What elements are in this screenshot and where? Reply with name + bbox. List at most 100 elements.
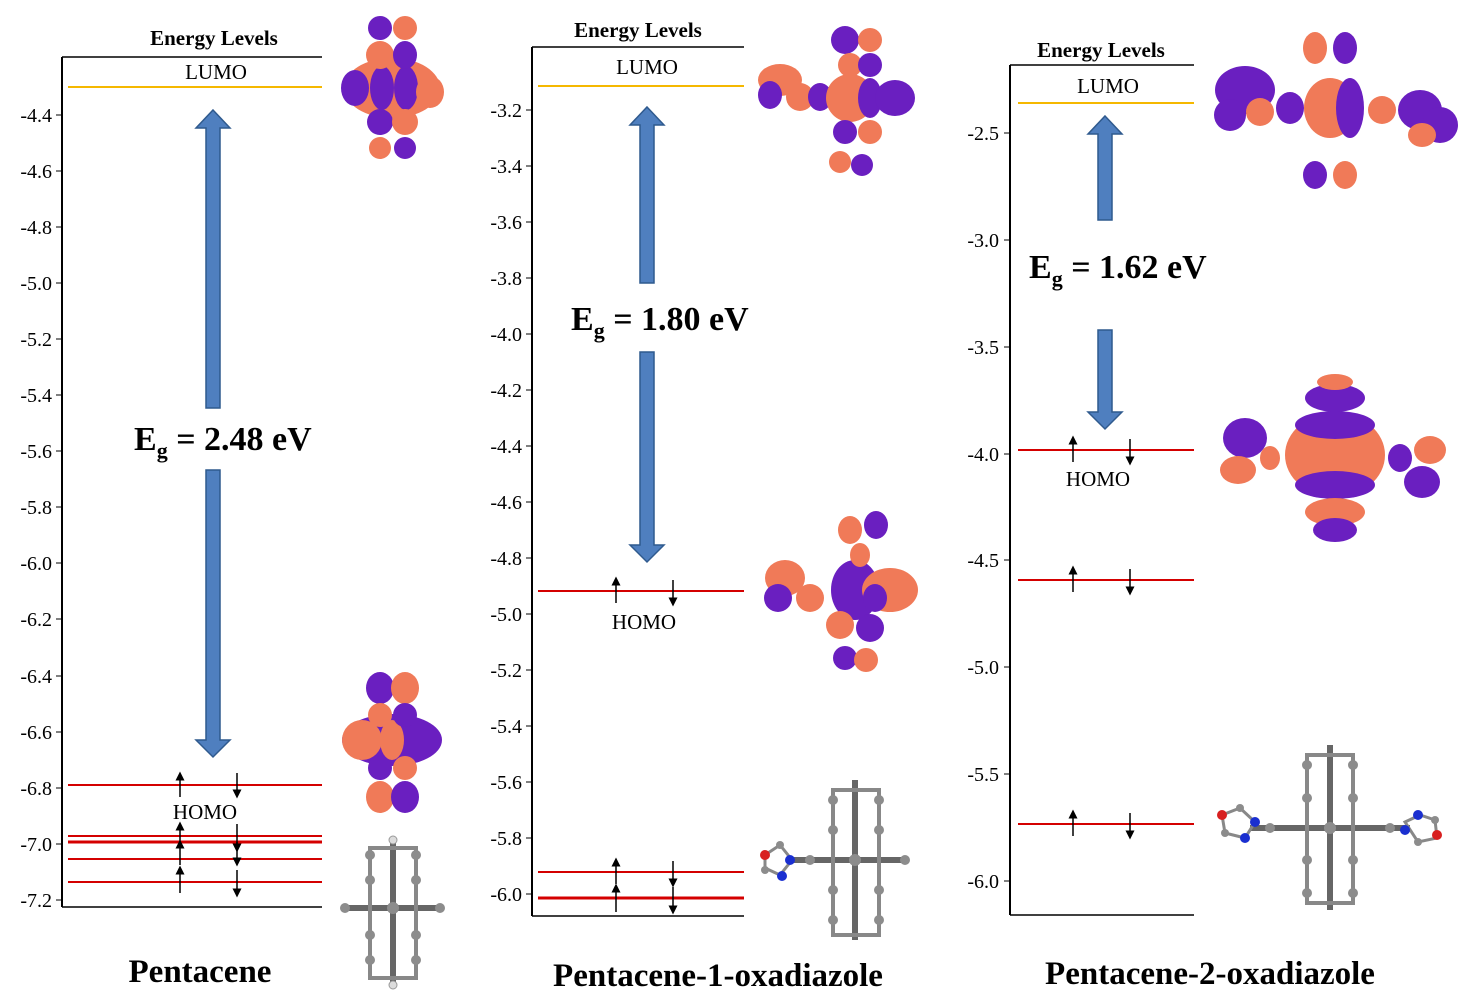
tick-label: -4.0 bbox=[967, 444, 999, 466]
tick-label: -7.0 bbox=[20, 834, 52, 856]
panel-pentacene: Energy Levels -4.4 -4.6 -4.8 -5.0 -5.2 -… bbox=[20, 16, 445, 990]
tick-label: -7.2 bbox=[20, 890, 52, 912]
tick-label: -5.5 bbox=[967, 764, 999, 786]
tick: -6.6 bbox=[20, 722, 62, 744]
occupied-levels bbox=[68, 784, 322, 883]
molecule-name: Pentacene-2-oxadiazole bbox=[1045, 956, 1375, 992]
band-gap-arrow bbox=[628, 105, 666, 564]
homo-orbital-image bbox=[342, 672, 442, 813]
lumo-label: LUMO bbox=[616, 55, 678, 79]
lumo-orbital-image bbox=[758, 26, 915, 176]
lumo-label: LUMO bbox=[185, 60, 247, 84]
lumo-label: LUMO bbox=[1077, 74, 1139, 98]
tick: -6.0 bbox=[490, 884, 532, 906]
tick: -3.8 bbox=[490, 268, 532, 290]
tick-label: -5.0 bbox=[967, 657, 999, 679]
tick-label: -4.4 bbox=[20, 105, 52, 127]
tick: -4.6 bbox=[20, 161, 62, 183]
tick: -2.5 bbox=[967, 123, 1010, 145]
band-gap-label: Eg = 1.80 eV bbox=[571, 301, 749, 343]
tick-label: -4.8 bbox=[20, 217, 52, 239]
tick-label: -5.8 bbox=[20, 497, 52, 519]
tick-label: -3.5 bbox=[967, 337, 999, 359]
tick: -5.0 bbox=[20, 273, 62, 295]
homo-orbital-image bbox=[764, 511, 918, 672]
tick-label: -5.2 bbox=[490, 660, 522, 682]
molecule-name: Pentacene-1-oxadiazole bbox=[553, 958, 883, 994]
tick: -4.5 bbox=[967, 550, 1010, 572]
tick-label: -4.2 bbox=[490, 380, 522, 402]
homo-label: HOMO bbox=[173, 800, 237, 824]
tick-label: -5.4 bbox=[490, 716, 522, 738]
tick: -5.6 bbox=[490, 772, 532, 794]
lumo-orbital-image bbox=[341, 16, 444, 159]
tick: -3.0 bbox=[967, 230, 1010, 252]
tick: -4.0 bbox=[490, 324, 532, 346]
tick: -5.6 bbox=[20, 441, 62, 463]
tick: -6.0 bbox=[967, 871, 1010, 893]
tick: -5.0 bbox=[490, 604, 532, 626]
electron-spins bbox=[611, 576, 678, 915]
tick-label: -6.6 bbox=[20, 722, 52, 744]
tick: -3.2 bbox=[490, 100, 532, 122]
band-gap-arrow bbox=[194, 108, 232, 759]
tick: -5.8 bbox=[20, 497, 62, 519]
tick-label: -6.2 bbox=[20, 609, 52, 631]
panel-pentacene-1-oxadiazole: Energy Levels -3.2 -3.4 -3.6 -3.8 -4.0 -… bbox=[490, 18, 918, 994]
axis-ticks: -2.5 -3.0 -3.5 -4.0 -4.5 -5.0 -5.5 -6.0 bbox=[967, 123, 1010, 893]
electron-spins bbox=[175, 771, 242, 898]
tick-label: -3.8 bbox=[490, 268, 522, 290]
pentacene-1-oxadiazole-molecule-image bbox=[760, 780, 910, 940]
tick: -4.4 bbox=[20, 105, 62, 127]
tick: -7.0 bbox=[20, 834, 62, 856]
panel-pentacene-2-oxadiazole: Energy Levels -2.5 -3.0 -3.5 -4.0 -4.5 -… bbox=[967, 32, 1458, 992]
tick-label: -6.0 bbox=[967, 871, 999, 893]
homo-orbital-image bbox=[1220, 374, 1446, 542]
tick-label: -3.6 bbox=[490, 212, 522, 234]
tick: -7.2 bbox=[20, 890, 62, 912]
tick: -3.6 bbox=[490, 212, 532, 234]
band-gap-label: Eg = 1.62 eV bbox=[1029, 249, 1207, 291]
occupied-levels bbox=[538, 590, 744, 900]
tick: -6.0 bbox=[20, 553, 62, 575]
tick: -4.4 bbox=[490, 436, 532, 458]
molecule-name: Pentacene bbox=[129, 954, 272, 990]
tick: -5.5 bbox=[967, 764, 1010, 786]
tick-label: -6.0 bbox=[490, 884, 522, 906]
panel-title: Energy Levels bbox=[1037, 38, 1165, 62]
tick-label: -3.0 bbox=[967, 230, 999, 252]
tick-label: -3.4 bbox=[490, 156, 522, 178]
axis-ticks: -4.4 -4.6 -4.8 -5.0 -5.2 -5.4 -5.6 -5.8 … bbox=[20, 105, 62, 912]
pentacene-molecule-image bbox=[340, 835, 445, 990]
lumo-orbital-image bbox=[1214, 32, 1458, 189]
tick-label: -5.2 bbox=[20, 329, 52, 351]
tick: -5.2 bbox=[20, 329, 62, 351]
tick-label: -6.8 bbox=[20, 778, 52, 800]
arrow-up-segment bbox=[194, 108, 232, 409]
tick-label: -5.6 bbox=[20, 441, 52, 463]
tick-label: -5.0 bbox=[490, 604, 522, 626]
band-gap-arrow bbox=[1086, 114, 1124, 431]
tick: -3.5 bbox=[967, 337, 1010, 359]
tick-label: -4.0 bbox=[490, 324, 522, 346]
tick-label: -4.6 bbox=[490, 492, 522, 514]
tick: -5.8 bbox=[490, 828, 532, 850]
occupied-levels bbox=[1018, 449, 1194, 825]
band-gap-label: Eg = 2.48 eV bbox=[134, 421, 312, 463]
axis-ticks: -3.2 -3.4 -3.6 -3.8 -4.0 -4.2 -4.4 -4.6 … bbox=[490, 100, 532, 906]
arrow-up-segment bbox=[628, 105, 666, 284]
tick-label: -4.8 bbox=[490, 548, 522, 570]
tick: -4.6 bbox=[490, 492, 532, 514]
electron-spins bbox=[1068, 435, 1135, 840]
tick-label: -5.6 bbox=[490, 772, 522, 794]
tick-label: -6.0 bbox=[20, 553, 52, 575]
tick-label: -5.4 bbox=[20, 385, 52, 407]
tick-label: -5.0 bbox=[20, 273, 52, 295]
tick: -4.0 bbox=[967, 444, 1010, 466]
arrow-down-segment bbox=[194, 469, 232, 759]
tick: -4.8 bbox=[490, 548, 532, 570]
tick-label: -2.5 bbox=[967, 123, 999, 145]
homo-label: HOMO bbox=[612, 610, 676, 634]
tick: -6.8 bbox=[20, 778, 62, 800]
